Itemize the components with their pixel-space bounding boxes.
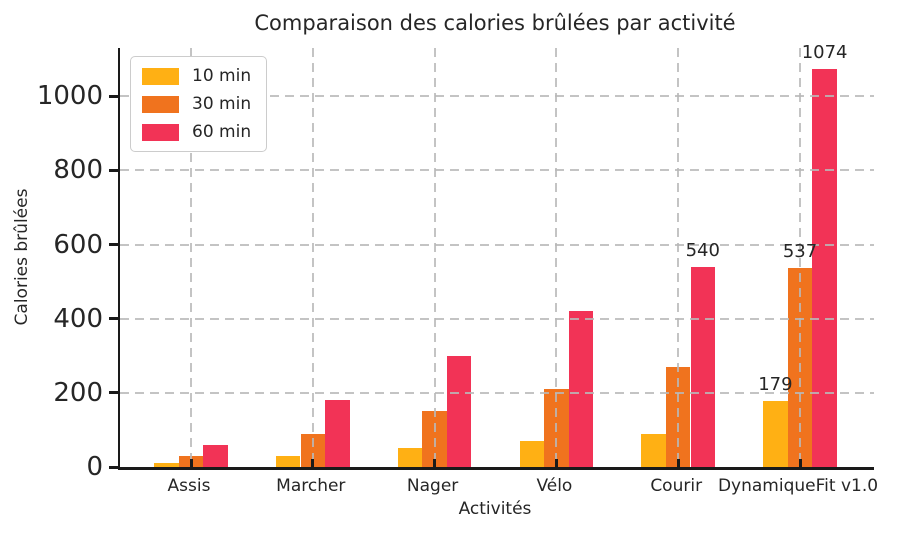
y-gridline (120, 391, 874, 394)
bar (154, 463, 179, 467)
x-tick-mark (433, 459, 437, 467)
x-tick-mark (554, 459, 558, 467)
x-axis-label: Activités (458, 499, 532, 519)
bar (690, 266, 716, 467)
y-tick-mark (109, 168, 118, 172)
legend: 10 min 30 min 60 min (130, 56, 268, 152)
y-tick-label: 400 (53, 303, 103, 334)
legend-label: 30 min (192, 94, 252, 114)
legend-label: 10 min (192, 66, 252, 86)
x-tick-label: DynamiqueFit v1.0 (717, 476, 879, 496)
legend-label: 60 min (192, 122, 252, 142)
chart-title: Comparaison des calories brûlées par act… (254, 11, 736, 35)
x-tick-label: Marcher (276, 476, 346, 496)
y-tick-label: 800 (53, 155, 103, 186)
bar (568, 311, 594, 467)
y-tick-label: 600 (53, 229, 103, 260)
x-tick-label: Vélo (536, 476, 573, 496)
bar (519, 441, 545, 467)
legend-item: 10 min (142, 67, 251, 85)
bar-value-label: 1074 (801, 41, 848, 63)
x-tick-mark (189, 459, 193, 467)
x-tick-mark (311, 459, 315, 467)
y-gridline (120, 317, 874, 320)
bar (641, 433, 666, 467)
y-gridline (120, 169, 874, 172)
legend-swatch (142, 67, 179, 85)
x-gridline (799, 48, 801, 467)
x-tick-mark (676, 459, 680, 467)
y-gridline (120, 243, 874, 246)
x-gridline (433, 48, 436, 467)
y-tick-label: 0 (86, 452, 103, 482)
legend-swatch (142, 123, 179, 141)
y-tick-mark (109, 391, 118, 395)
bar (763, 400, 788, 467)
x-gridline (190, 48, 192, 467)
y-tick-label: 1000 (36, 81, 103, 112)
x-gridline (311, 48, 314, 467)
legend-item: 30 min (142, 95, 251, 113)
plot-area: 10 min 30 min 60 min 179 537 540 1074 (118, 42, 874, 470)
x-gridline (555, 48, 558, 467)
bar-value-label: 537 (782, 240, 818, 262)
bar (325, 400, 350, 467)
y-tick-mark (109, 317, 118, 321)
y-tick-mark (109, 94, 118, 98)
bar-value-label: 179 (758, 373, 793, 395)
x-tick-mark (798, 459, 802, 467)
bar (397, 448, 423, 467)
legend-swatch (142, 95, 179, 113)
bar-value-label: 540 (685, 239, 720, 261)
x-tick-label: Nager (406, 476, 459, 496)
bar (812, 68, 837, 467)
x-gridline (677, 48, 680, 467)
bar (446, 355, 472, 467)
y-gridline (120, 95, 874, 98)
y-tick-label: 200 (53, 377, 103, 408)
y-tick-mark (109, 243, 118, 247)
legend-item: 60 min (142, 123, 251, 141)
y-tick-mark (109, 465, 118, 469)
bar (275, 455, 301, 467)
x-tick-label: Courir (650, 476, 703, 496)
bar (203, 444, 228, 467)
x-tick-label: Assis (167, 476, 211, 496)
